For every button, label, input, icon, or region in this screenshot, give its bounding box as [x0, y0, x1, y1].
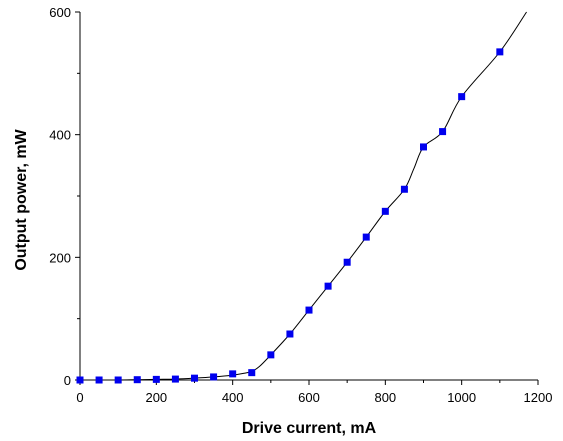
data-point: [133, 376, 141, 384]
fit-curve-group: [79, 11, 527, 381]
y-tick-label: 200: [49, 250, 71, 265]
data-point: [381, 207, 389, 215]
x-tick-label: 0: [76, 390, 83, 405]
fit-curve: [79, 11, 527, 381]
data-point: [324, 282, 332, 290]
x-tick-label: 1200: [524, 390, 553, 405]
data-point: [362, 233, 370, 241]
data-point: [95, 376, 103, 384]
data-point: [76, 376, 84, 384]
data-point: [458, 93, 466, 101]
x-tick-label: 800: [374, 390, 396, 405]
data-point: [343, 258, 351, 266]
data-point: [171, 375, 179, 383]
data-point: [496, 48, 504, 56]
axes: [79, 12, 538, 381]
x-axis-label: Drive current, mA: [242, 420, 377, 437]
x-tick-label: 400: [222, 390, 244, 405]
y-axis-ticks: 0 200 400 600: [49, 5, 80, 388]
data-point: [420, 143, 427, 151]
x-tick-label: 200: [145, 390, 167, 405]
x-axis-ticks: 0 200 400 600 800 1000 1200: [76, 380, 552, 405]
y-tick-label: 600: [49, 5, 71, 20]
data-point: [439, 128, 447, 136]
data-point: [400, 185, 408, 193]
data-point: [191, 374, 198, 382]
data-point: [267, 351, 275, 359]
data-point: [152, 375, 160, 383]
data-point: [286, 330, 294, 338]
data-point: [305, 306, 313, 314]
data-point: [248, 369, 256, 377]
data-points-group: [76, 48, 504, 384]
x-tick-label: 1000: [447, 390, 476, 405]
y-tick-label: 0: [64, 373, 71, 388]
data-point: [229, 370, 237, 378]
x-tick-label: 600: [298, 390, 320, 405]
y-tick-label: 400: [49, 128, 71, 143]
data-point: [114, 376, 122, 384]
y-axis-label: Output power, mW: [13, 128, 30, 270]
data-point: [210, 373, 218, 381]
